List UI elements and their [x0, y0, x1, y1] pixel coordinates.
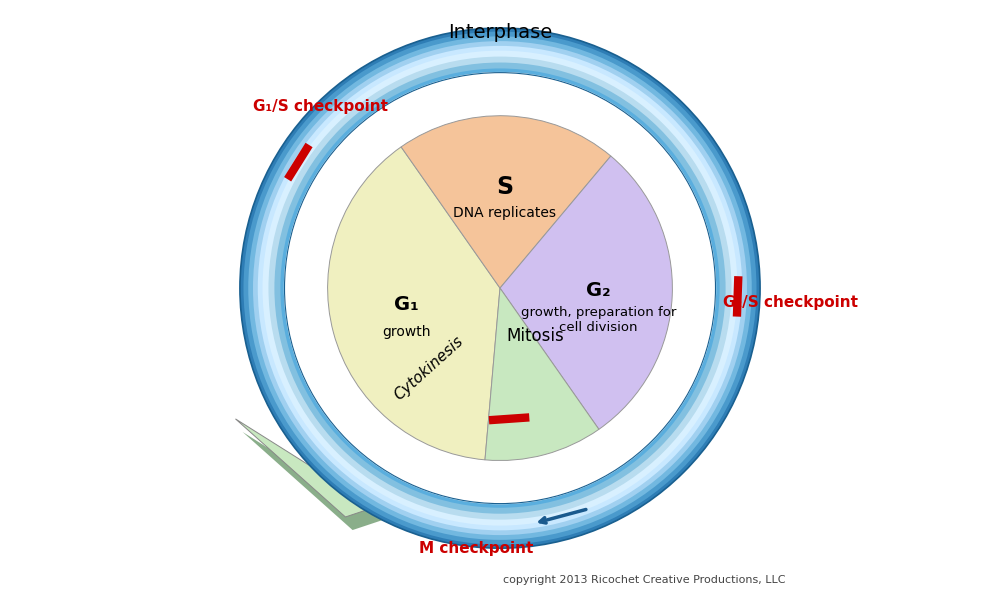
Wedge shape	[500, 156, 672, 430]
Wedge shape	[328, 147, 500, 460]
Text: G₁/S checkpoint: G₁/S checkpoint	[253, 100, 388, 115]
Circle shape	[248, 37, 752, 540]
Wedge shape	[401, 116, 611, 288]
Circle shape	[268, 56, 732, 520]
Text: G₂: G₂	[586, 281, 611, 300]
Text: growth, preparation for
cell division: growth, preparation for cell division	[521, 307, 676, 334]
Polygon shape	[243, 301, 535, 530]
Circle shape	[248, 37, 752, 540]
Wedge shape	[485, 288, 599, 460]
Circle shape	[268, 56, 732, 520]
Text: S: S	[496, 175, 513, 199]
Circle shape	[253, 41, 747, 535]
Text: Cytokinesis: Cytokinesis	[391, 334, 466, 403]
Text: Mitosis: Mitosis	[507, 326, 565, 344]
Circle shape	[243, 32, 757, 545]
Wedge shape	[401, 116, 611, 288]
Circle shape	[243, 32, 757, 545]
Text: Interphase: Interphase	[448, 23, 552, 42]
Circle shape	[240, 28, 760, 548]
Circle shape	[263, 50, 737, 526]
Wedge shape	[485, 288, 599, 460]
Circle shape	[285, 73, 715, 503]
Circle shape	[240, 28, 760, 548]
Polygon shape	[235, 288, 528, 517]
Wedge shape	[500, 156, 672, 430]
Circle shape	[253, 41, 747, 535]
Text: DNA replicates: DNA replicates	[453, 206, 556, 220]
Circle shape	[258, 46, 742, 530]
Circle shape	[274, 62, 726, 514]
Text: M checkpoint: M checkpoint	[419, 541, 533, 556]
Circle shape	[263, 50, 737, 526]
Circle shape	[280, 68, 720, 508]
Text: G₁: G₁	[394, 295, 418, 314]
Circle shape	[258, 46, 742, 530]
Circle shape	[285, 73, 715, 503]
Circle shape	[285, 73, 715, 503]
Circle shape	[274, 62, 726, 514]
Text: copyright 2013 Ricochet Creative Productions, LLC: copyright 2013 Ricochet Creative Product…	[503, 575, 785, 586]
Circle shape	[280, 68, 720, 508]
Wedge shape	[328, 147, 500, 460]
Circle shape	[285, 73, 715, 503]
Text: G₂/S checkpoint: G₂/S checkpoint	[723, 295, 858, 310]
Text: growth: growth	[382, 325, 430, 339]
